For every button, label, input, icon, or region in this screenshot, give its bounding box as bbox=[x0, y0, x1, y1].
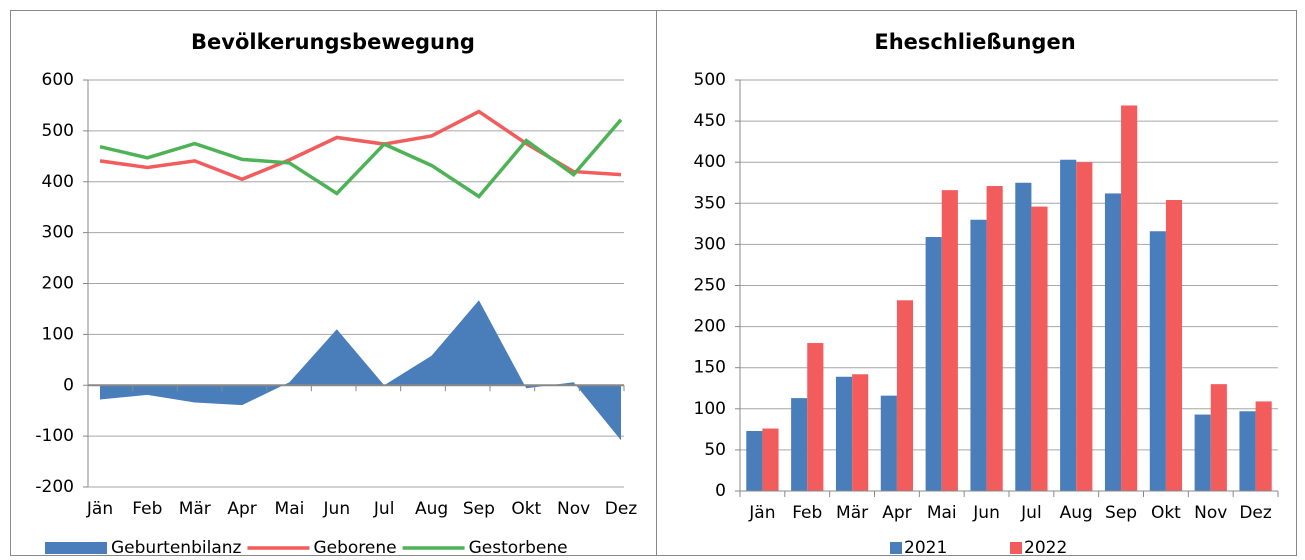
y-tick-label: 500 bbox=[694, 70, 726, 90]
x-tick-label: Jän bbox=[86, 499, 113, 519]
bar bbox=[1031, 206, 1048, 491]
bar bbox=[970, 219, 987, 492]
y-tick-label: 300 bbox=[694, 234, 726, 254]
x-tick-label: Nov bbox=[1194, 503, 1227, 523]
x-tick-label: Jul bbox=[1020, 503, 1042, 523]
x-tick-label: Feb bbox=[132, 499, 162, 519]
x-tick-label: Dez bbox=[1239, 503, 1272, 523]
x-tick-label: Mai bbox=[275, 499, 305, 519]
y-tick-label: 350 bbox=[694, 193, 726, 213]
y-tick-label: 100 bbox=[42, 324, 74, 344]
y-tick-label: 0 bbox=[715, 481, 726, 501]
y-tick-label: 400 bbox=[694, 152, 726, 172]
x-tick-label: Apr bbox=[227, 499, 256, 519]
bar bbox=[791, 398, 808, 491]
bar bbox=[1060, 159, 1077, 491]
x-tick-label: Jul bbox=[373, 499, 395, 519]
area bbox=[100, 300, 621, 441]
bar bbox=[986, 186, 1003, 491]
bar bbox=[925, 237, 942, 491]
x-tick-label: Feb bbox=[792, 503, 822, 523]
y-tick-label: 0 bbox=[63, 375, 74, 395]
bar bbox=[762, 428, 779, 491]
x-tick-label: Okt bbox=[1151, 503, 1181, 523]
bar bbox=[1149, 231, 1166, 492]
bar bbox=[1165, 200, 1183, 491]
bar bbox=[1255, 401, 1272, 491]
legend-label: Geborene bbox=[313, 538, 396, 558]
x-tick-label: Jän bbox=[748, 503, 775, 523]
chart-title: Eheschließungen bbox=[874, 30, 1075, 54]
y-tick-label: -200 bbox=[35, 477, 74, 497]
legend-swatch bbox=[890, 542, 902, 554]
legend-label: Gestorbene bbox=[469, 538, 568, 558]
bar bbox=[1015, 182, 1032, 491]
bar bbox=[807, 343, 824, 491]
y-tick-label: 500 bbox=[42, 121, 74, 141]
x-tick-label: Apr bbox=[882, 503, 911, 523]
x-tick-label: Jun bbox=[323, 499, 351, 519]
y-tick-label: 250 bbox=[694, 276, 726, 296]
bar bbox=[746, 430, 763, 491]
legend-label: Geburtenbilanz bbox=[111, 538, 242, 558]
legend-label: 2022 bbox=[1024, 538, 1067, 558]
legend-swatch bbox=[1010, 542, 1022, 554]
bar bbox=[1121, 105, 1138, 492]
bar bbox=[1239, 411, 1256, 491]
y-tick-label: 300 bbox=[42, 223, 74, 243]
bar bbox=[1076, 162, 1093, 491]
bar bbox=[1194, 414, 1211, 491]
x-tick-label: Okt bbox=[511, 499, 541, 519]
y-tick-label: 200 bbox=[694, 317, 726, 337]
x-tick-label: Aug bbox=[1060, 503, 1093, 523]
x-tick-label: Jun bbox=[972, 503, 1000, 523]
chart-frame bbox=[656, 10, 1297, 556]
chart-title: Bevölkerungsbewegung bbox=[191, 30, 475, 54]
x-tick-label: Dez bbox=[605, 499, 638, 519]
bar bbox=[835, 376, 853, 491]
y-tick-label: -100 bbox=[35, 426, 74, 446]
x-tick-label: Nov bbox=[557, 499, 590, 519]
y-tick-label: 100 bbox=[694, 399, 726, 419]
bar bbox=[1210, 384, 1227, 491]
bar bbox=[896, 300, 914, 491]
x-tick-label: Sep bbox=[1105, 503, 1137, 523]
y-tick-label: 600 bbox=[42, 70, 74, 90]
legend-swatch bbox=[45, 542, 107, 554]
bar bbox=[1104, 193, 1122, 491]
legend-label: 2021 bbox=[904, 538, 947, 558]
x-tick-label: Aug bbox=[415, 499, 448, 519]
bar bbox=[941, 190, 958, 491]
x-tick-label: Mär bbox=[179, 499, 211, 519]
bar bbox=[880, 395, 897, 491]
x-tick-label: Mai bbox=[927, 503, 957, 523]
y-tick-label: 50 bbox=[704, 440, 726, 460]
y-tick-label: 150 bbox=[694, 358, 726, 378]
y-tick-label: 450 bbox=[694, 111, 726, 131]
line bbox=[99, 118, 623, 199]
bar bbox=[852, 374, 869, 491]
x-tick-label: Mär bbox=[836, 503, 868, 523]
x-tick-label: Sep bbox=[463, 499, 495, 519]
y-tick-label: 200 bbox=[42, 274, 74, 294]
y-tick-label: 400 bbox=[42, 172, 74, 192]
